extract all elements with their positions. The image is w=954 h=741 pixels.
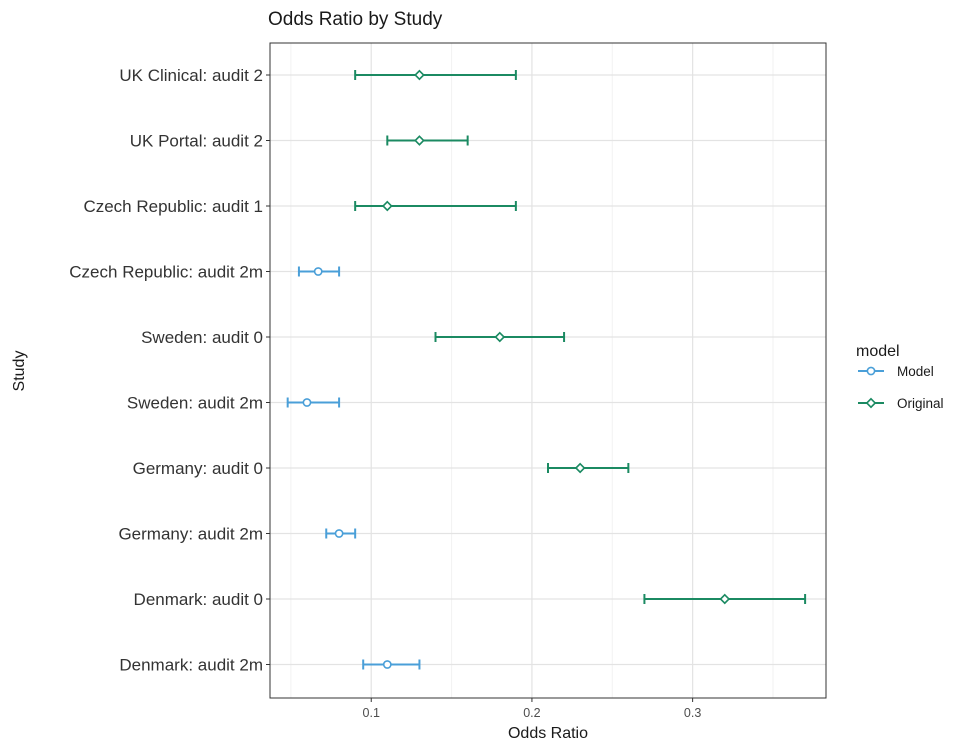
y-tick-label: Sweden: audit 2m: [127, 394, 263, 413]
y-tick-label: Sweden: audit 0: [141, 328, 263, 347]
legend-title: model: [856, 343, 900, 360]
y-tick-label: Czech Republic: audit 1: [83, 197, 263, 216]
x-tick-label: 0.2: [523, 706, 540, 720]
x-tick-label: 0.3: [684, 706, 701, 720]
chart-title: Odds Ratio by Study: [268, 9, 443, 30]
y-tick-label: Germany: audit 2m: [118, 525, 263, 544]
model-point: [334, 529, 344, 538]
y-tick-label: Czech Republic: audit 2m: [69, 263, 263, 282]
y-axis-title: Study: [11, 351, 28, 392]
y-tick-label: Denmark: audit 0: [134, 590, 263, 609]
x-axis-ticks: 0.1 0.2 0.3: [363, 698, 701, 720]
y-tick-label: UK Clinical: audit 2: [119, 66, 263, 85]
original-point: [574, 462, 586, 474]
x-axis-title: Odds Ratio: [508, 725, 588, 741]
y-axis-ticks: UK Clinical: audit 2 UK Portal: audit 2 Cz…: [69, 66, 270, 675]
original-point: [719, 593, 731, 605]
model-point: [313, 267, 323, 276]
legend-key-model-marker: [866, 366, 876, 376]
legend-key-original-marker: [865, 397, 877, 409]
model-point: [302, 398, 312, 407]
model-point: [382, 660, 392, 669]
x-tick-label: 0.1: [363, 706, 380, 720]
legend-label: Original: [897, 396, 944, 411]
original-point: [414, 69, 425, 81]
original-point: [414, 135, 425, 146]
legend-label: Model: [897, 364, 934, 379]
y-tick-label: UK Portal: audit 2: [130, 132, 263, 151]
y-tick-label: Denmark: audit 2m: [119, 656, 263, 675]
plot-marks: [286, 69, 807, 670]
panel-border: [269, 42, 827, 699]
original-point: [494, 331, 506, 343]
original-point: [381, 200, 393, 212]
y-tick-label: Germany: audit 0: [133, 459, 263, 478]
legend: model Model Original: [856, 343, 944, 411]
